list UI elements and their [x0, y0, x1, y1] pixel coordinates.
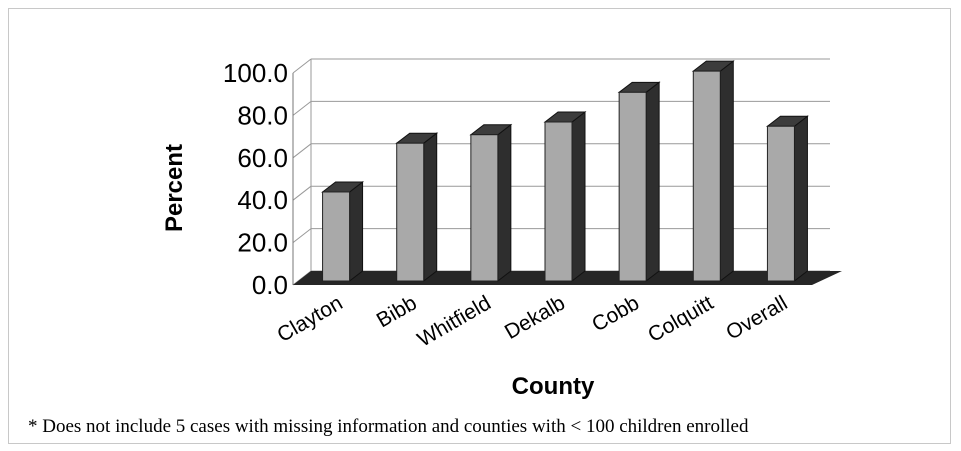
bar-side	[349, 180, 364, 283]
bar	[617, 81, 661, 283]
bar	[765, 115, 809, 283]
bar-side	[423, 132, 438, 283]
gridline-side	[292, 101, 312, 116]
bar-side	[793, 115, 808, 283]
y-tick-label: 20.0	[237, 228, 288, 258]
bar-front	[470, 134, 499, 282]
bar-side	[719, 60, 734, 283]
gridline-side	[292, 58, 312, 74]
x-tick-label: Overall	[722, 291, 791, 344]
bar-front	[766, 125, 795, 282]
y-tick-label: 100.0	[223, 58, 288, 88]
x-tick-label: Cobb	[588, 291, 643, 336]
chart-footnote: * Does not include 5 cases with missing …	[28, 416, 749, 437]
x-tick-label: Colquitt	[644, 291, 717, 347]
x-tick-label: Whitfield	[414, 291, 495, 351]
bar	[321, 180, 365, 283]
bar-front	[322, 191, 351, 282]
x-tick-label: Bibb	[373, 291, 421, 332]
bar-side	[645, 81, 660, 283]
y-tick-label: 0.0	[252, 270, 288, 300]
bar-side	[571, 110, 586, 283]
chart-frame	[8, 8, 951, 444]
y-tick-label: 80.0	[237, 100, 288, 130]
bar-front	[618, 91, 647, 282]
bar-front	[544, 121, 573, 282]
y-tick-label: 60.0	[237, 143, 288, 173]
gridline-side	[292, 185, 312, 201]
y-axis-title: Percent	[161, 144, 188, 232]
bar-side	[497, 123, 512, 283]
gridline-side	[292, 143, 312, 159]
bar	[395, 132, 439, 283]
x-axis-title: County	[512, 373, 595, 400]
bar	[543, 110, 587, 283]
bar	[691, 60, 735, 283]
bar-front	[692, 70, 721, 282]
x-tick-label: Dekalb	[501, 291, 569, 344]
gridline-side	[292, 228, 312, 243]
bar	[469, 123, 513, 283]
y-tick-label: 40.0	[237, 185, 288, 215]
bar-front	[396, 142, 425, 282]
